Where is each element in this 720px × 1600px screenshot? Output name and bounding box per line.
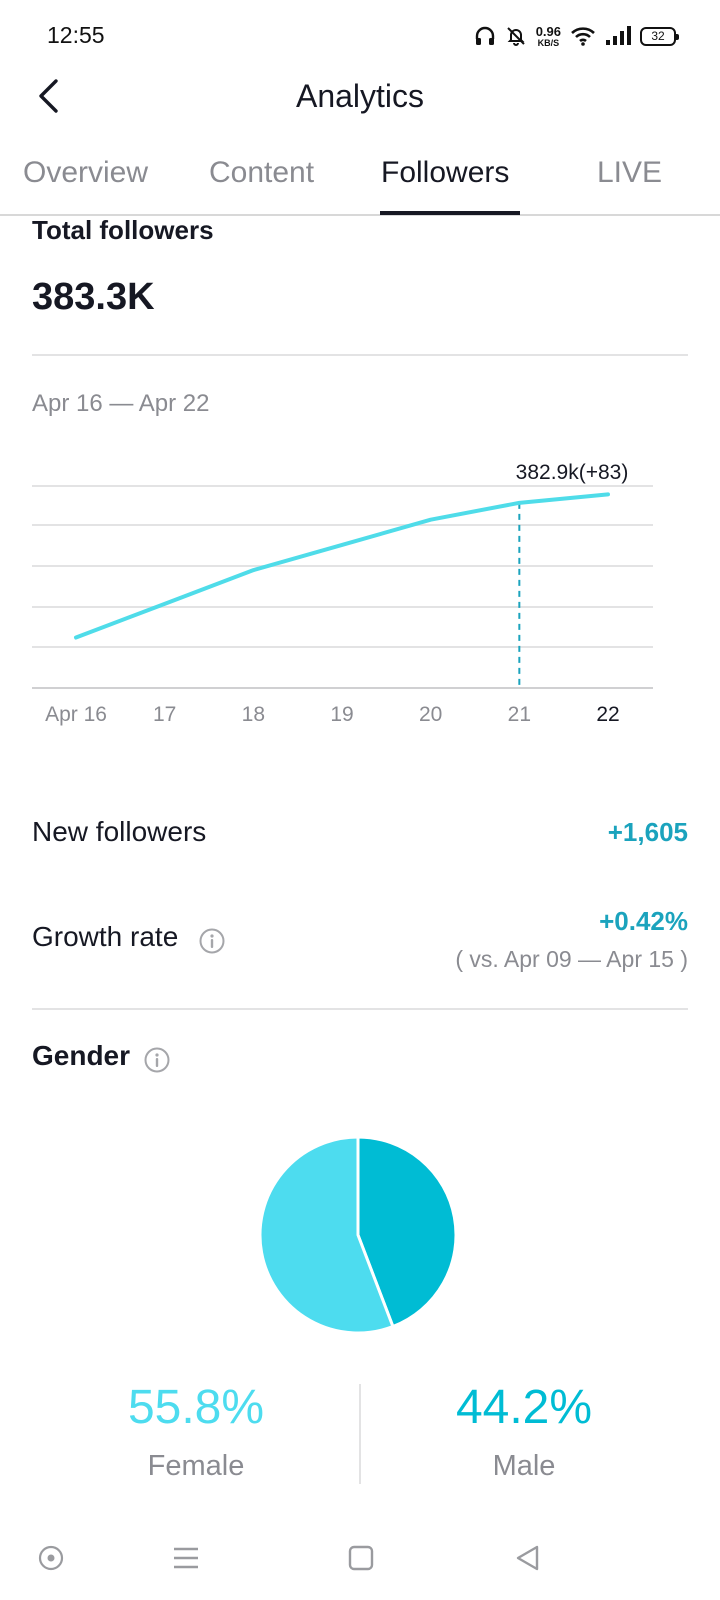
tab-content[interactable]: Content [209,156,315,189]
gender-divider [359,1384,361,1484]
x-tick-label: 21 [508,703,531,726]
status-time: 12:55 [47,22,105,48]
x-tick-label: 18 [242,703,265,726]
tooltip-label: 382.9k(+83) [516,461,629,484]
new-followers-label: New followers [32,816,207,847]
signal-icon [605,25,631,47]
male-percent: 44.2% [455,1381,593,1434]
growth-rate-label: Growth rate [32,921,179,952]
header: Analytics [0,70,720,130]
divider [32,354,688,356]
gender-title: Gender [32,1040,131,1071]
status-bar: 12:55 0.96 KB/S 32 [0,0,720,70]
bell-off-icon [505,25,527,47]
system-nav-bar [0,1512,720,1600]
growth-rate-value: +0.42% [599,906,688,936]
net-speed: 0.96 KB/S [536,25,561,48]
total-followers-label: Total followers [32,215,214,245]
x-tick-label: Apr 16 [45,703,107,726]
followers-line-chart[interactable]: 382.9k(+83) Apr 16 17 18 19 20 21 22 [0,455,720,745]
tab-overview[interactable]: Overview [23,156,149,189]
female-slice [258,1135,395,1335]
chevron-left-icon [36,78,60,119]
chart-x-ticks: Apr 16 17 18 19 20 21 22 [45,703,620,726]
tab-bar: Overview Content Followers LIVE [0,148,720,216]
gender-pie-chart [258,1135,458,1335]
chart-grid [32,485,653,689]
new-followers-value: +1,605 [607,817,688,847]
headphones-icon [474,25,496,47]
tab-live[interactable]: LIVE [597,156,663,189]
page-title: Analytics [295,78,425,114]
x-tick-label: 19 [330,703,353,726]
total-followers-value: 383.3K [32,276,155,318]
circle-dot-icon[interactable] [33,1540,69,1576]
growth-rate-comparison: ( vs. Apr 09 — Apr 15 ) [455,946,688,972]
status-icons: 0.96 KB/S 32 [474,20,679,52]
battery-icon: 32 [640,26,679,46]
date-range: Apr 16 — Apr 22 [32,390,210,417]
wifi-icon [570,25,596,47]
x-tick-label: 17 [153,703,176,726]
female-percent: 55.8% [127,1381,265,1434]
net-speed-value: 0.96 [535,23,561,39]
menu-icon[interactable] [168,1540,204,1576]
info-icon[interactable] [143,1046,171,1074]
back-button[interactable] [28,76,68,120]
x-tick-label: 20 [419,703,442,726]
active-tab-indicator [380,211,520,215]
male-label: Male [492,1450,556,1482]
info-icon[interactable] [198,927,226,955]
female-label: Female [147,1450,245,1482]
back-triangle-icon[interactable] [510,1540,546,1576]
x-tick-label: 22 [596,703,619,726]
divider [32,1008,688,1010]
net-speed-unit: KB/S [537,37,560,48]
male-slice [356,1135,458,1329]
chart-marks: 382.9k(+83) [74,461,629,688]
home-square-icon[interactable] [343,1540,379,1576]
tab-followers[interactable]: Followers [381,156,510,189]
